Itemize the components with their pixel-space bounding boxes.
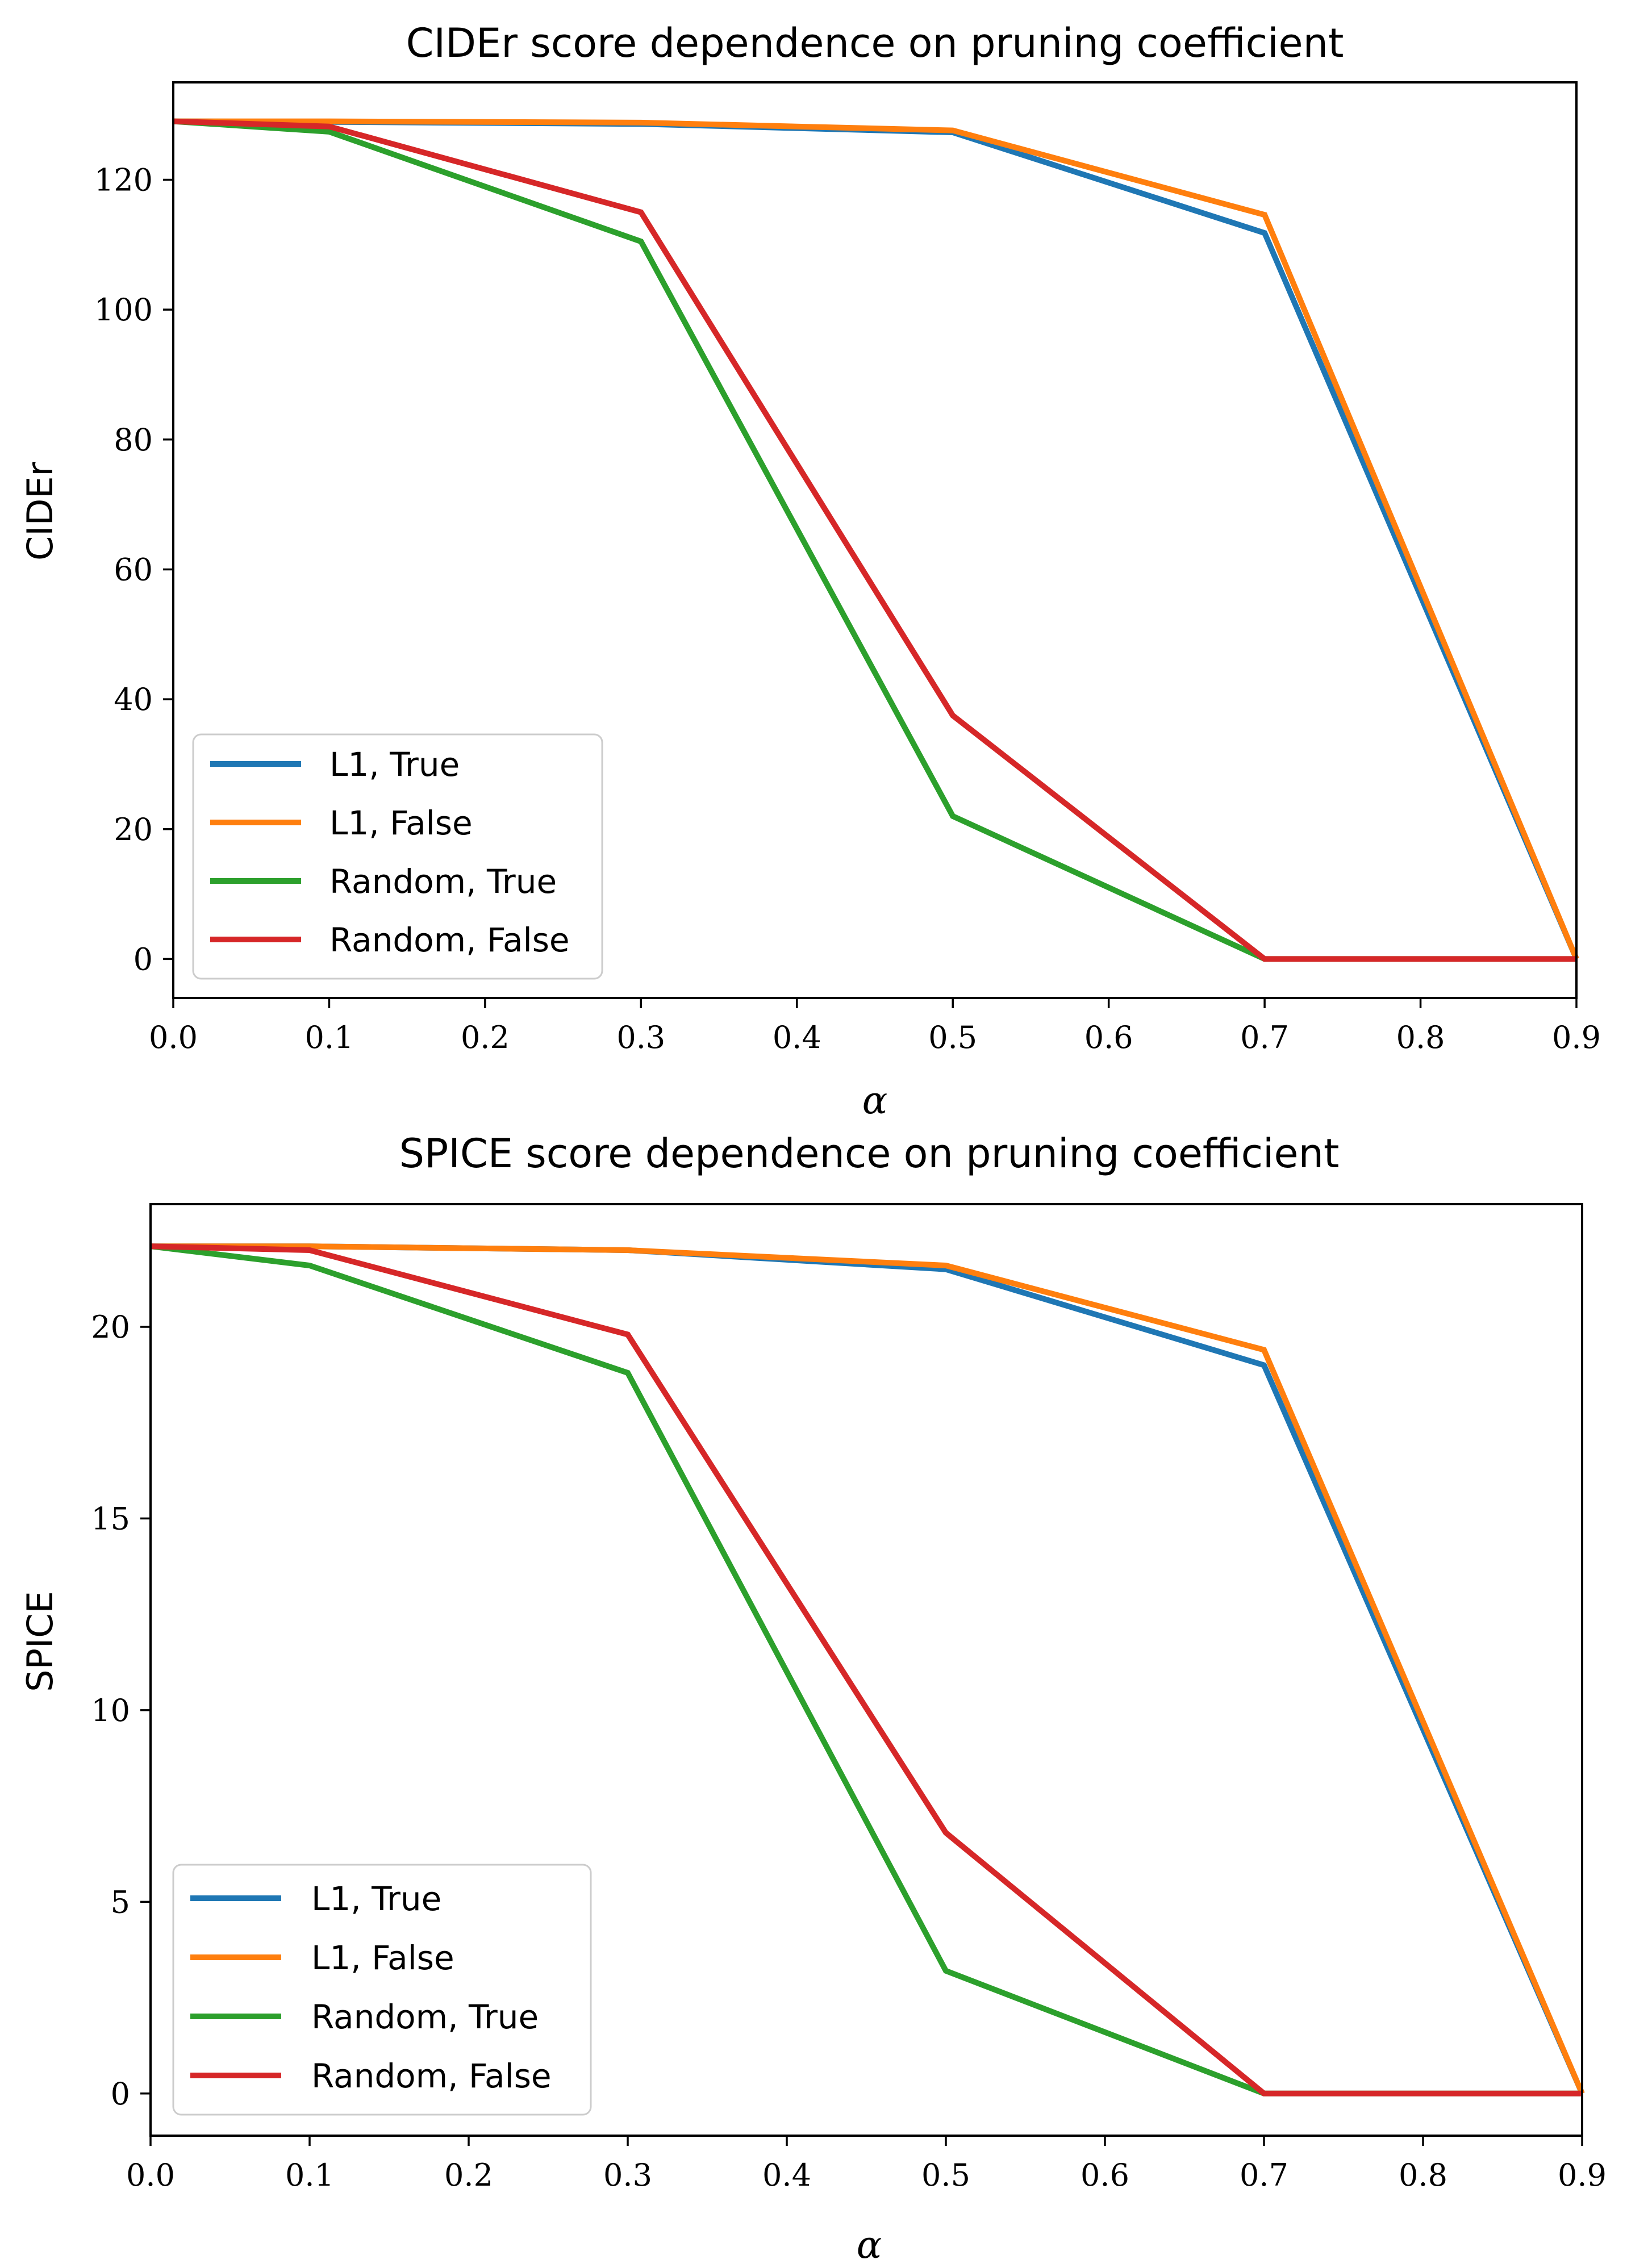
spice-series-line-random-false xyxy=(150,1243,1582,2096)
spice-x-tick-label: 0.1 xyxy=(285,2157,334,2193)
cider-legend-label-l1-false: L1, False xyxy=(329,804,473,842)
cider-panel: CIDEr score dependence on pruning coeffi… xyxy=(19,20,1601,1122)
spice-y-ticks: 0 5 10 15 20 xyxy=(91,1309,151,2112)
cider-x-tick-label: 0.3 xyxy=(616,1020,665,1055)
spice-x-tick-label: 0.9 xyxy=(1558,2157,1607,2193)
cider-title: CIDEr score dependence on pruning coeffi… xyxy=(406,20,1344,66)
cider-series-line-random-false xyxy=(173,118,1576,962)
spice-title: SPICE score dependence on pruning coeffi… xyxy=(399,1130,1340,1177)
spice-legend-label-random-true: Random, True xyxy=(311,1998,539,2036)
cider-y-tick-label: 120 xyxy=(94,162,153,198)
cider-legend-label-l1-true: L1, True xyxy=(329,745,460,784)
spice-x-tick-label: 0.6 xyxy=(1081,2157,1129,2193)
spice-y-tick-label: 15 xyxy=(91,1501,130,1536)
cider-legend-box xyxy=(192,733,603,980)
cider-x-tick-label: 0.7 xyxy=(1240,1020,1289,1055)
spice-x-tick-label: 0.0 xyxy=(126,2157,175,2193)
spice-legend-label-l1-false: L1, False xyxy=(311,1939,454,1977)
spice-x-tick-label: 0.2 xyxy=(444,2157,493,2193)
spice-legend-label-l1-true: L1, True xyxy=(311,1879,441,1918)
spice-series-lines xyxy=(150,1243,1585,2096)
cider-y-tick-label: 60 xyxy=(114,552,153,587)
spice-legend-box xyxy=(172,1864,592,2116)
cider-x-tick-label: 0.9 xyxy=(1552,1020,1601,1055)
spice-x-ticks: 0.0 0.1 0.2 0.3 0.4 0.5 0.6 0.7 0.8 0.9 xyxy=(126,2136,1607,2193)
spice-x-tick-label: 0.4 xyxy=(762,2157,811,2193)
cider-y-tick-label: 0 xyxy=(134,941,153,977)
cider-x-tick-label: 0.6 xyxy=(1084,1020,1133,1055)
cider-x-tick-label: 0.4 xyxy=(773,1020,821,1055)
spice-x-axis-label: α xyxy=(857,2223,882,2267)
cider-x-tick-label: 0.0 xyxy=(149,1020,198,1055)
cider-y-tick-label: 40 xyxy=(114,682,153,717)
cider-y-axis-label: CIDEr xyxy=(19,462,61,561)
spice-x-tick-label: 0.5 xyxy=(921,2157,970,2193)
cider-legend-label-random-true: Random, True xyxy=(329,862,557,901)
spice-plot-frame xyxy=(149,1203,1583,2137)
cider-x-tick-label: 0.5 xyxy=(928,1020,977,1055)
spice-series-line-l1-false xyxy=(151,1243,1585,2095)
cider-x-ticks: 0.0 0.1 0.2 0.3 0.4 0.5 0.6 0.7 0.8 0.9 xyxy=(149,998,1601,1055)
spice-x-tick-label: 0.7 xyxy=(1240,2157,1288,2193)
cider-y-ticks: 0 20 40 60 80 100 120 xyxy=(94,162,173,977)
spice-legend-label-random-false: Random, False xyxy=(311,2057,552,2095)
cider-series-lines xyxy=(173,118,1579,962)
cider-y-tick-label: 80 xyxy=(114,422,153,458)
spice-y-tick-label: 5 xyxy=(111,1884,130,1920)
cider-legend: L1, True L1, False Random, True Random, … xyxy=(192,733,603,980)
cider-series-line-l1-false xyxy=(173,118,1579,960)
cider-y-tick-label: 20 xyxy=(114,812,153,847)
spice-x-tick-label: 0.8 xyxy=(1399,2157,1447,2193)
cider-x-axis-label: α xyxy=(862,1079,888,1122)
cider-legend-label-random-false: Random, False xyxy=(329,921,570,959)
spice-panel: SPICE score dependence on pruning coeffi… xyxy=(19,1130,1607,2267)
cider-x-tick-label: 0.8 xyxy=(1396,1020,1445,1055)
spice-y-axis-label: SPICE xyxy=(19,1591,61,1692)
spice-y-tick-label: 10 xyxy=(91,1693,130,1728)
cider-plot-frame xyxy=(172,81,1578,999)
cider-x-tick-label: 0.1 xyxy=(304,1020,353,1055)
spice-y-tick-label: 20 xyxy=(91,1309,130,1345)
cider-y-tick-label: 100 xyxy=(94,292,153,328)
spice-y-tick-label: 0 xyxy=(111,2076,130,2112)
cider-x-tick-label: 0.2 xyxy=(461,1020,510,1055)
spice-x-tick-label: 0.3 xyxy=(603,2157,652,2193)
spice-legend: L1, True L1, False Random, True Random, … xyxy=(172,1864,592,2116)
